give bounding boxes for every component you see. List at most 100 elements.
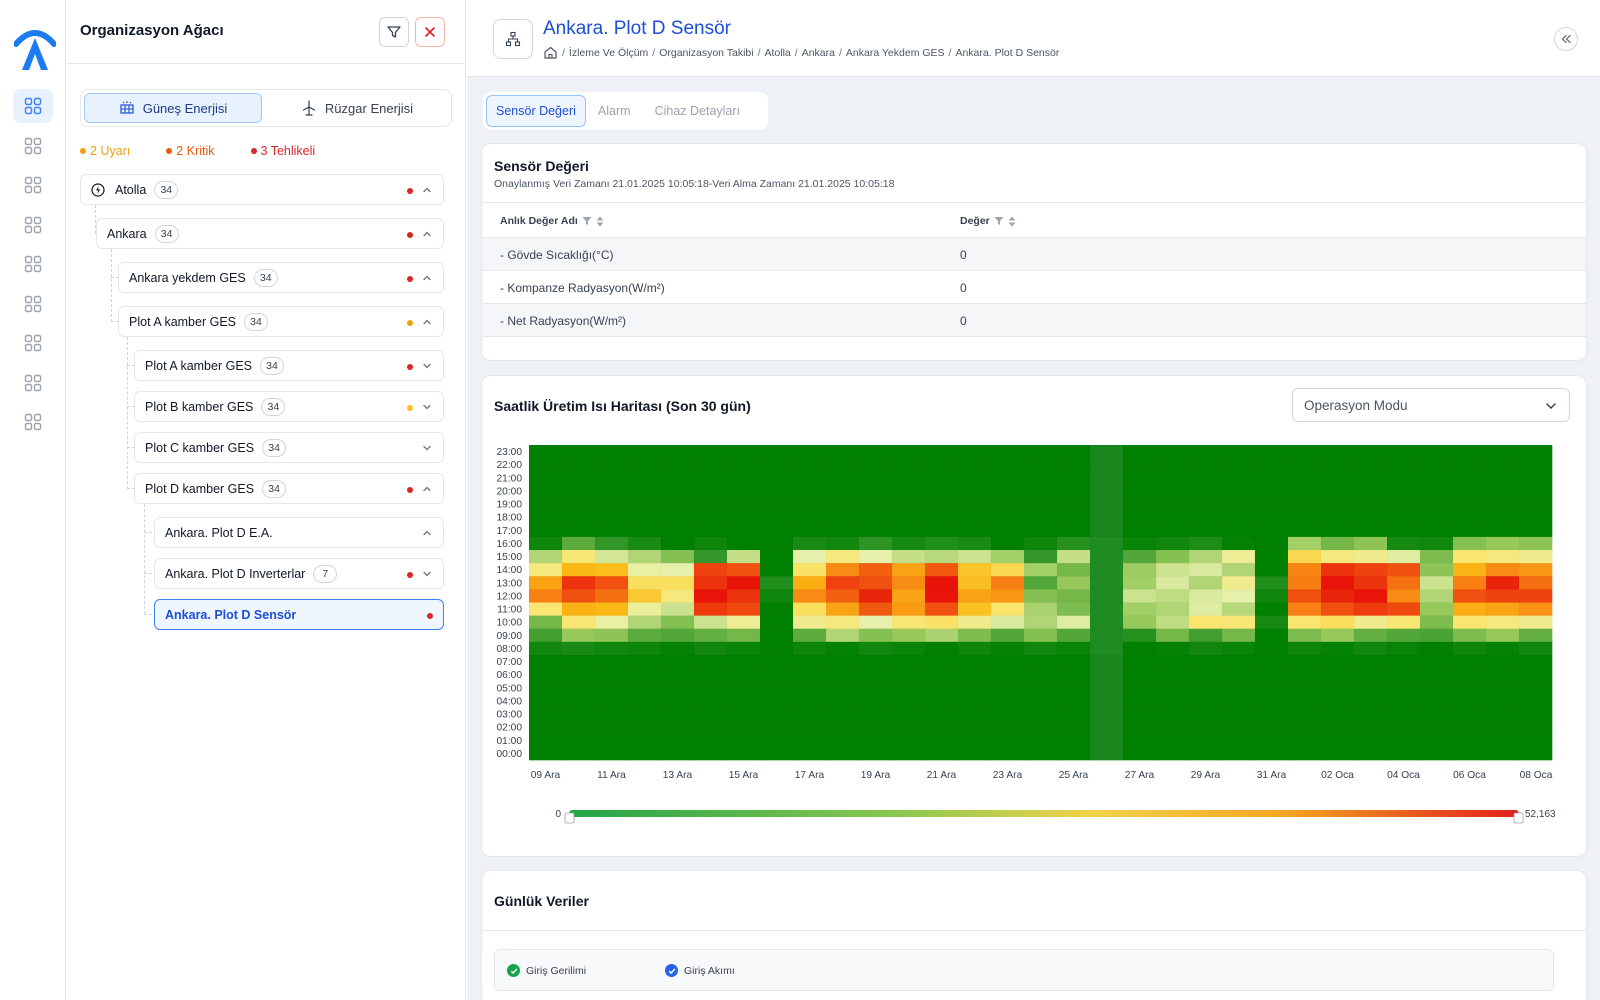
- tab-sensor-value[interactable]: Sensör Değeri: [486, 95, 586, 127]
- heatmap-cell[interactable]: [759, 562, 794, 577]
- heatmap-cell[interactable]: [1122, 549, 1157, 564]
- heatmap-cell[interactable]: [1287, 667, 1322, 682]
- heatmap-cell[interactable]: [1221, 733, 1256, 748]
- heatmap-cell[interactable]: [759, 497, 794, 512]
- heatmap-cell[interactable]: [1221, 681, 1256, 695]
- heatmap-cell[interactable]: [1353, 694, 1388, 709]
- heatmap-cell[interactable]: [660, 667, 695, 682]
- heatmap-cell[interactable]: [1056, 497, 1091, 512]
- heatmap-cell[interactable]: [957, 628, 992, 643]
- heatmap-cell[interactable]: [594, 720, 629, 735]
- heatmap-cell[interactable]: [693, 641, 728, 656]
- heatmap-cell[interactable]: [627, 681, 662, 695]
- heatmap-cell[interactable]: [1353, 602, 1388, 617]
- heatmap-cell[interactable]: [1056, 576, 1091, 590]
- heatmap-cell[interactable]: [759, 667, 794, 682]
- heatmap-cell[interactable]: [792, 667, 827, 682]
- heatmap-cell[interactable]: [858, 444, 893, 459]
- filter-icon[interactable]: [994, 216, 1004, 226]
- heatmap-cell[interactable]: [528, 549, 563, 564]
- heatmap-cell[interactable]: [1386, 681, 1421, 695]
- heatmap-cell[interactable]: [825, 628, 860, 643]
- heatmap-cell[interactable]: [1155, 681, 1190, 695]
- heatmap-cell[interactable]: [1518, 576, 1553, 590]
- heatmap-cell[interactable]: [759, 654, 794, 669]
- heatmap-cell[interactable]: [1221, 444, 1256, 459]
- heatmap-cell[interactable]: [1221, 471, 1256, 485]
- heatmap-cell[interactable]: [1089, 562, 1124, 577]
- heatmap-cell[interactable]: [1386, 510, 1421, 525]
- heatmap-cell[interactable]: [1089, 681, 1124, 695]
- heatmap-cell[interactable]: [561, 694, 596, 709]
- heatmap-cell[interactable]: [1485, 628, 1520, 643]
- heatmap-cell[interactable]: [957, 667, 992, 682]
- heatmap-cell[interactable]: [1419, 523, 1454, 538]
- heatmap-cell[interactable]: [792, 733, 827, 748]
- heatmap-cell[interactable]: [1122, 484, 1157, 499]
- heatmap-cell[interactable]: [1023, 444, 1058, 459]
- heatmap-cell[interactable]: [1023, 746, 1058, 761]
- heatmap-cell[interactable]: [858, 457, 893, 472]
- table-row[interactable]: - Net Radyasyon(W/m²) 0: [482, 304, 1586, 337]
- heatmap-cell[interactable]: [1452, 589, 1487, 604]
- heatmap-cell[interactable]: [1485, 615, 1520, 630]
- heatmap-cell[interactable]: [792, 510, 827, 525]
- heatmap-cell[interactable]: [1320, 733, 1355, 748]
- heatmap-cell[interactable]: [1419, 733, 1454, 748]
- heatmap-cell[interactable]: [1122, 576, 1157, 590]
- heatmap-cell[interactable]: [1452, 457, 1487, 472]
- heatmap-cell[interactable]: [924, 523, 959, 538]
- heatmap-cell[interactable]: [594, 654, 629, 669]
- nav-item-2[interactable]: [13, 129, 53, 163]
- heatmap-cell[interactable]: [561, 720, 596, 735]
- heatmap-cell[interactable]: [726, 681, 761, 695]
- heatmap-cell[interactable]: [924, 707, 959, 722]
- heatmap-cell[interactable]: [1452, 497, 1487, 512]
- heatmap-cell[interactable]: [1353, 444, 1388, 459]
- heatmap-cell[interactable]: [660, 457, 695, 472]
- heatmap-cell[interactable]: [1485, 471, 1520, 485]
- heatmap-cell[interactable]: [1155, 628, 1190, 643]
- heatmap-cell[interactable]: [1089, 602, 1124, 617]
- heatmap-cell[interactable]: [1485, 654, 1520, 669]
- heatmap-cell[interactable]: [1089, 667, 1124, 682]
- heatmap-cell[interactable]: [825, 549, 860, 564]
- heatmap-cell[interactable]: [1155, 497, 1190, 512]
- heatmap-cell[interactable]: [891, 523, 926, 538]
- heatmap-cell[interactable]: [627, 444, 662, 459]
- heatmap-cell[interactable]: [1056, 484, 1091, 499]
- heatmap-cell[interactable]: [957, 536, 992, 551]
- heatmap-cell[interactable]: [1188, 444, 1223, 459]
- heatmap-cell[interactable]: [1320, 628, 1355, 643]
- heatmap-cell[interactable]: [957, 641, 992, 656]
- heatmap-cell[interactable]: [1221, 484, 1256, 499]
- heatmap-cell[interactable]: [594, 523, 629, 538]
- tab-wind-energy[interactable]: Rüzgar Enerjisi: [267, 93, 447, 123]
- heatmap-cell[interactable]: [528, 615, 563, 630]
- heatmap-cell[interactable]: [990, 510, 1025, 525]
- tree-node[interactable]: Plot B kamber GES 34: [134, 391, 444, 422]
- heatmap-cell[interactable]: [858, 497, 893, 512]
- heatmap-cell[interactable]: [759, 576, 794, 590]
- heatmap-cell[interactable]: [561, 615, 596, 630]
- chevron-down-icon[interactable]: [421, 442, 433, 454]
- heatmap-cell[interactable]: [1353, 733, 1388, 748]
- heatmap-cell[interactable]: [1089, 720, 1124, 735]
- heatmap-cell[interactable]: [1353, 471, 1388, 485]
- heatmap-cell[interactable]: [1287, 707, 1322, 722]
- heatmap-cell[interactable]: [1056, 746, 1091, 761]
- heatmap-cell[interactable]: [825, 667, 860, 682]
- heatmap-cell[interactable]: [1155, 576, 1190, 590]
- heatmap-cell[interactable]: [561, 549, 596, 564]
- heatmap-cell[interactable]: [1188, 549, 1223, 564]
- heatmap-cell[interactable]: [1122, 667, 1157, 682]
- heatmap-cell[interactable]: [660, 720, 695, 735]
- heatmap-cell[interactable]: [1452, 641, 1487, 656]
- heatmap-cell[interactable]: [561, 444, 596, 459]
- heatmap-cell[interactable]: [1485, 510, 1520, 525]
- heatmap-cell[interactable]: [891, 720, 926, 735]
- heatmap-cell[interactable]: [1386, 667, 1421, 682]
- heatmap-cell[interactable]: [891, 510, 926, 525]
- breadcrumb-item[interactable]: Atolla: [764, 46, 791, 59]
- heatmap-cell[interactable]: [891, 641, 926, 656]
